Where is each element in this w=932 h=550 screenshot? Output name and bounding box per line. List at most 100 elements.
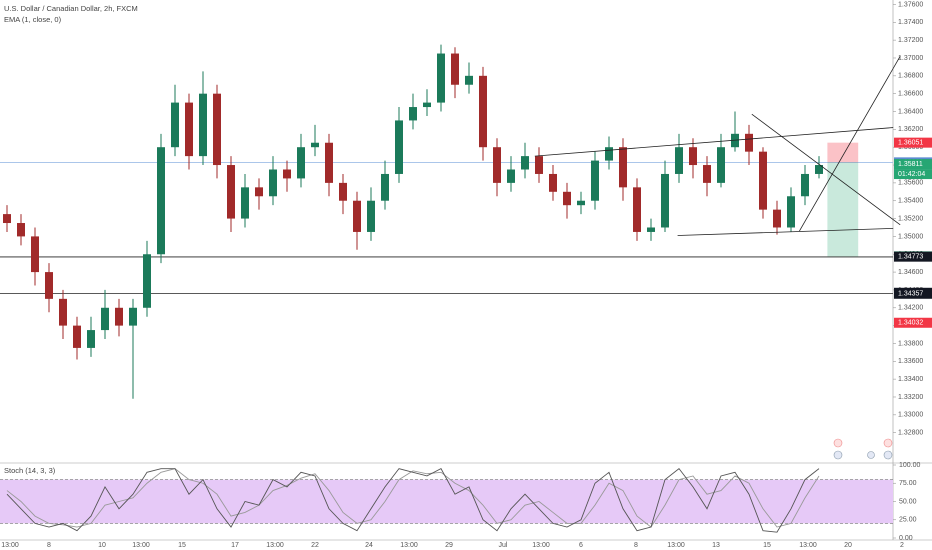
chart-title: U.S. Dollar / Canadian Dollar, 2h, FXCM xyxy=(4,4,138,13)
x-tick-label: 17 xyxy=(231,542,239,549)
y-tick-label: 1.36800 xyxy=(898,73,923,80)
candle-body xyxy=(395,120,403,174)
price-badge xyxy=(894,159,932,170)
y-tick-label: 1.35000 xyxy=(898,233,923,240)
x-tick-label: 29 xyxy=(445,542,453,549)
candle-body xyxy=(773,209,781,228)
event-icon[interactable] xyxy=(883,438,893,448)
price-badge-label: 1.35811 xyxy=(898,161,923,168)
y-tick-label: 1.35600 xyxy=(898,180,923,187)
candle-body xyxy=(157,147,165,255)
candle-body xyxy=(703,165,711,183)
y-tick-label: 1.35200 xyxy=(898,215,923,222)
candle-body xyxy=(325,142,333,183)
x-tick-label: 8 xyxy=(47,542,51,549)
price-badge xyxy=(894,137,932,148)
candle-body xyxy=(283,169,291,179)
y-tick-label: 1.33600 xyxy=(898,358,923,365)
trendline xyxy=(677,227,894,236)
target-zone xyxy=(827,162,859,257)
x-tick-label: 15 xyxy=(178,542,186,549)
y-tick-label: 1.35400 xyxy=(898,198,923,205)
candle-body xyxy=(507,169,515,183)
candle-body xyxy=(227,165,235,219)
candle-body xyxy=(479,75,487,148)
event-icon[interactable] xyxy=(867,451,875,459)
candle-body xyxy=(591,160,599,201)
candle-body xyxy=(269,169,277,197)
candle-body xyxy=(311,142,319,148)
event-icon[interactable] xyxy=(833,450,843,460)
indicator-label: EMA (1, close, 0) xyxy=(4,15,62,24)
candle-body xyxy=(185,102,193,157)
event-icon[interactable] xyxy=(883,450,893,460)
x-tick-label: 13:00 xyxy=(400,542,418,549)
candle-body xyxy=(493,147,501,183)
x-tick-label: 15 xyxy=(763,542,771,549)
candle-body xyxy=(815,165,823,174)
candle-body xyxy=(759,151,767,210)
y-tick-label: 1.34200 xyxy=(898,305,923,312)
candle-body xyxy=(3,214,11,224)
stoch-y-tick-label: 25.00 xyxy=(899,517,917,524)
candle-body xyxy=(199,93,207,157)
stoch-y-tick-label: 50.00 xyxy=(899,498,917,505)
stoch-line-k xyxy=(6,468,820,533)
candle-body xyxy=(465,75,473,85)
x-tick-label: 13 xyxy=(712,542,720,549)
candle-body xyxy=(605,147,613,161)
candle-body xyxy=(423,102,431,108)
y-tick-label: 1.36400 xyxy=(898,108,923,115)
event-icon[interactable] xyxy=(833,438,843,448)
candle-body xyxy=(437,53,445,103)
x-tick-label: 13:00 xyxy=(1,542,19,549)
price-badge-label: 1.34357 xyxy=(898,291,923,298)
candle-body xyxy=(801,173,809,197)
y-tick-label: 1.36200 xyxy=(898,126,923,133)
trendline xyxy=(751,113,901,226)
candle-body xyxy=(73,325,81,348)
x-tick-label: 8 xyxy=(634,542,638,549)
x-tick-label: 13:00 xyxy=(667,542,685,549)
y-tick-label: 1.33400 xyxy=(898,376,923,383)
y-tick-label: 1.37200 xyxy=(898,37,923,44)
x-tick-label: Jul xyxy=(499,542,508,549)
candle-body xyxy=(535,156,543,174)
x-tick-label: 2 xyxy=(900,542,904,549)
candle-body xyxy=(17,223,25,237)
candle-body xyxy=(661,173,669,228)
candle-body xyxy=(689,147,697,166)
y-tick-label: 1.33800 xyxy=(898,340,923,347)
candle-body xyxy=(241,187,249,219)
y-tick-label: 1.37000 xyxy=(898,55,923,62)
candle-body xyxy=(577,200,585,206)
x-tick-label: 13:00 xyxy=(532,542,550,549)
trendline xyxy=(799,56,901,232)
stoch-y-tick-label: 100.00 xyxy=(899,462,921,469)
candle-body xyxy=(353,200,361,232)
x-tick-label: 13:00 xyxy=(266,542,284,549)
stoch-line-d xyxy=(6,468,820,528)
countdown-label: 01:42:04 xyxy=(898,171,925,178)
price-badge xyxy=(894,251,932,262)
y-tick-label: 1.32800 xyxy=(898,430,923,437)
candle-body xyxy=(101,307,109,331)
price-badge-label: 1.34032 xyxy=(898,320,923,327)
candle-body xyxy=(31,236,39,273)
stoch-y-tick-label: 0.00 xyxy=(899,535,913,542)
candle-body xyxy=(255,187,263,197)
candle-body xyxy=(171,102,179,148)
stoch-y-tick-label: 75.00 xyxy=(899,480,917,487)
candle-body xyxy=(675,147,683,174)
candle-body xyxy=(451,53,459,85)
candle-body xyxy=(717,147,725,183)
y-tick-label: 1.36600 xyxy=(898,91,923,98)
candle-body xyxy=(297,147,305,179)
candle-body xyxy=(45,272,53,299)
candle-body xyxy=(381,173,389,201)
candle-body xyxy=(521,156,529,170)
candle-body xyxy=(647,227,655,232)
candle-body xyxy=(367,200,375,232)
